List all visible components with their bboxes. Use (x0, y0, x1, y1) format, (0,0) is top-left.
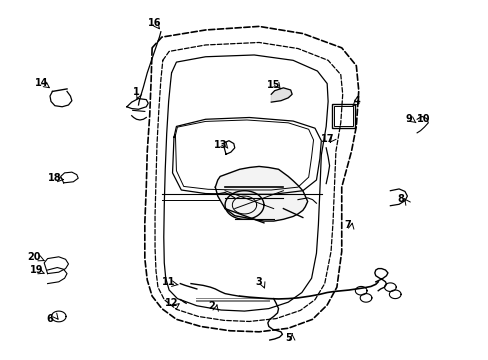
Polygon shape (271, 88, 291, 102)
Bar (331, 104, 355, 128)
Text: 1: 1 (133, 87, 140, 98)
Text: 20: 20 (28, 252, 41, 262)
Text: 5: 5 (285, 333, 291, 343)
Text: 17: 17 (321, 134, 334, 144)
Text: 12: 12 (164, 298, 178, 308)
Text: 11: 11 (162, 277, 176, 287)
Text: 13: 13 (214, 140, 227, 150)
Text: 16: 16 (147, 18, 161, 28)
Text: 6: 6 (46, 314, 53, 324)
Polygon shape (215, 166, 307, 221)
Text: 19: 19 (30, 265, 43, 275)
Text: 7: 7 (344, 220, 350, 230)
Text: 8: 8 (397, 194, 404, 203)
Text: 2: 2 (207, 301, 214, 311)
Text: 4: 4 (353, 96, 360, 107)
Text: 9: 9 (405, 113, 411, 123)
Text: 14: 14 (35, 78, 48, 88)
Text: 15: 15 (266, 80, 280, 90)
Text: 3: 3 (255, 277, 262, 287)
Text: 18: 18 (48, 173, 61, 183)
Bar (334, 106, 352, 126)
Text: 10: 10 (416, 113, 429, 123)
